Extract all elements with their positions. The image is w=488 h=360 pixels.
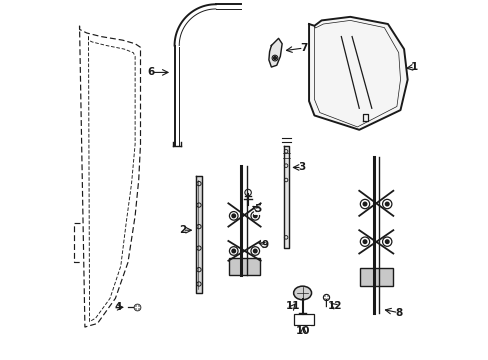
Circle shape xyxy=(385,240,388,243)
Bar xyxy=(360,268,392,286)
Ellipse shape xyxy=(293,286,311,300)
Polygon shape xyxy=(308,17,407,130)
Text: 9: 9 xyxy=(261,240,268,250)
Bar xyxy=(229,258,259,275)
Text: 8: 8 xyxy=(394,308,402,318)
Circle shape xyxy=(231,214,235,218)
Text: 3: 3 xyxy=(298,162,305,172)
Text: 4: 4 xyxy=(114,302,122,312)
Text: 7: 7 xyxy=(299,43,307,53)
Text: 2: 2 xyxy=(179,225,186,235)
Text: 11: 11 xyxy=(285,301,300,311)
Circle shape xyxy=(363,202,366,206)
Polygon shape xyxy=(196,176,202,293)
Text: 1: 1 xyxy=(410,62,418,72)
Circle shape xyxy=(385,202,388,206)
Polygon shape xyxy=(268,39,282,67)
Circle shape xyxy=(253,214,257,218)
Polygon shape xyxy=(284,146,288,248)
Bar xyxy=(293,315,313,325)
Text: 6: 6 xyxy=(146,67,154,77)
Text: 5: 5 xyxy=(254,204,261,215)
Circle shape xyxy=(363,240,366,243)
Circle shape xyxy=(253,249,257,253)
Text: 12: 12 xyxy=(327,301,342,311)
Text: 10: 10 xyxy=(295,326,310,336)
Circle shape xyxy=(273,57,276,59)
Circle shape xyxy=(231,249,235,253)
